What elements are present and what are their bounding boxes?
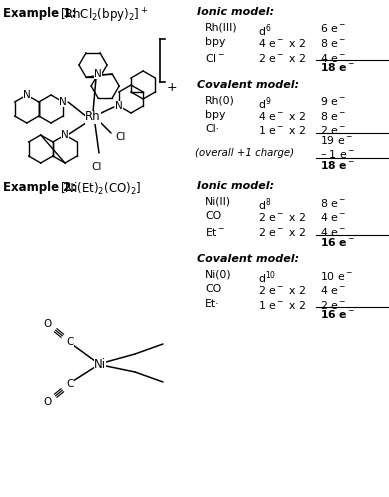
Text: Cl·: Cl· [205, 124, 219, 134]
Text: +: + [167, 81, 178, 94]
Text: 4 e$^-$: 4 e$^-$ [320, 211, 346, 223]
Text: Rh: Rh [85, 110, 101, 123]
Text: 6 e$^-$: 6 e$^-$ [320, 22, 346, 34]
Text: 4 e$^-$ x 2: 4 e$^-$ x 2 [258, 37, 306, 49]
Text: O: O [44, 319, 52, 329]
Text: 8 e$^-$: 8 e$^-$ [320, 110, 346, 122]
Text: 19 e$^-$: 19 e$^-$ [320, 134, 353, 146]
Text: – 1 e$^-$: – 1 e$^-$ [320, 149, 355, 161]
Text: d$^{10}$: d$^{10}$ [258, 269, 276, 286]
Text: Ionic model:: Ionic model: [197, 7, 274, 17]
Text: 2 e$^-$ x 2: 2 e$^-$ x 2 [258, 226, 306, 238]
Text: 18 e$^-$: 18 e$^-$ [320, 159, 356, 171]
Text: 2 e$^-$ x 2: 2 e$^-$ x 2 [258, 211, 306, 223]
Text: N: N [23, 90, 31, 100]
Text: N: N [94, 69, 102, 79]
Text: d$^8$: d$^8$ [258, 197, 271, 213]
Text: 9 e$^-$: 9 e$^-$ [320, 95, 346, 107]
Text: [Ni(Et)$_2$(CO)$_2$]: [Ni(Et)$_2$(CO)$_2$] [60, 181, 142, 197]
Text: N: N [59, 97, 67, 107]
Text: 10 e$^-$: 10 e$^-$ [320, 269, 353, 281]
Text: 2 e$^-$: 2 e$^-$ [320, 299, 346, 311]
Text: Cl: Cl [116, 132, 126, 142]
Text: Cl: Cl [92, 162, 102, 172]
Text: 8 e$^-$: 8 e$^-$ [320, 197, 346, 209]
Text: Et$^-$: Et$^-$ [205, 226, 225, 238]
Text: 1 e$^-$ x 2: 1 e$^-$ x 2 [258, 124, 306, 136]
Text: 4 e$^-$ x 2: 4 e$^-$ x 2 [258, 110, 306, 122]
Text: 8 e$^-$: 8 e$^-$ [320, 37, 346, 49]
Text: 4 e$^-$: 4 e$^-$ [320, 284, 346, 296]
Text: Rh(III): Rh(III) [205, 22, 238, 32]
Text: 16 e$^-$: 16 e$^-$ [320, 236, 356, 248]
Text: d$^6$: d$^6$ [258, 22, 272, 39]
Text: bpy: bpy [205, 110, 225, 120]
Text: Ionic model:: Ionic model: [197, 181, 274, 191]
Text: Example 2:: Example 2: [3, 181, 76, 194]
Text: 2 e$^-$ x 2: 2 e$^-$ x 2 [258, 52, 306, 64]
Text: (overall +1 charge): (overall +1 charge) [195, 149, 294, 159]
Text: 4 e$^-$: 4 e$^-$ [320, 52, 346, 64]
Text: Covalent model:: Covalent model: [197, 80, 299, 89]
Text: Rh(0): Rh(0) [205, 95, 235, 105]
Text: CO: CO [205, 211, 221, 221]
Text: 4 e$^-$: 4 e$^-$ [320, 226, 346, 238]
Text: N: N [61, 130, 69, 140]
Text: bpy: bpy [205, 37, 225, 47]
Text: Ni(0): Ni(0) [205, 269, 231, 279]
Text: [RhCl$_2$(bpy)$_2$]$^+$: [RhCl$_2$(bpy)$_2$]$^+$ [60, 7, 148, 25]
Text: 2 e$^-$: 2 e$^-$ [320, 124, 346, 136]
Text: Et·: Et· [205, 299, 219, 309]
Text: O: O [44, 397, 52, 407]
Text: Covalent model:: Covalent model: [197, 254, 299, 264]
Text: Ni(II): Ni(II) [205, 197, 231, 207]
Text: Ni: Ni [94, 357, 106, 370]
Text: C: C [66, 337, 74, 347]
Text: 1 e$^-$ x 2: 1 e$^-$ x 2 [258, 299, 306, 311]
Text: d$^9$: d$^9$ [258, 95, 272, 112]
Text: CO: CO [205, 284, 221, 294]
Text: 2 e$^-$ x 2: 2 e$^-$ x 2 [258, 284, 306, 296]
Text: Cl$^-$: Cl$^-$ [205, 52, 225, 64]
Text: N: N [115, 101, 123, 111]
Text: 18 e$^-$: 18 e$^-$ [320, 61, 356, 73]
Text: Example 1:: Example 1: [3, 7, 76, 20]
Text: 16 e$^-$: 16 e$^-$ [320, 308, 356, 320]
Text: C: C [66, 379, 74, 389]
